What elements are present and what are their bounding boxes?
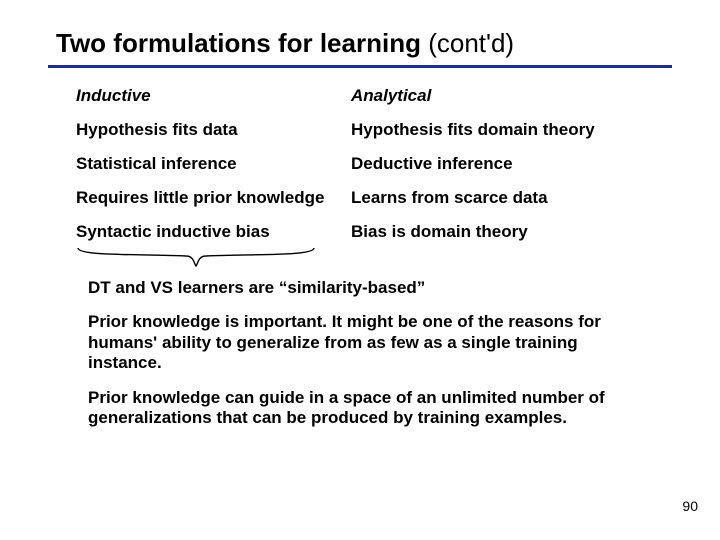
title-underline — [48, 65, 672, 68]
slide-title: Two formulations for learning (cont'd) — [56, 28, 672, 59]
note-line: DT and VS learners are “similarity-based… — [88, 278, 612, 298]
table-cell: Hypothesis fits domain theory — [351, 120, 651, 140]
slide: Two formulations for learning (cont'd) I… — [0, 0, 720, 540]
title-main: Two formulations for learning — [56, 28, 421, 58]
title-contd: (cont'd) — [428, 28, 514, 58]
table-cell: Hypothesis fits data — [76, 120, 341, 140]
table-cell: Deductive inference — [351, 154, 651, 174]
note-line: Prior knowledge is important. It might b… — [88, 312, 612, 373]
table-cell: Requires little prior knowledge — [76, 188, 341, 208]
table-cell: Syntactic inductive bias — [76, 222, 341, 242]
curly-brace-icon — [76, 246, 316, 268]
notes-block: DT and VS learners are “similarity-based… — [88, 278, 612, 428]
col-header-right: Analytical — [351, 86, 651, 106]
comparison-table: Inductive Analytical Hypothesis fits dat… — [76, 86, 662, 242]
col-header-left: Inductive — [76, 86, 341, 106]
note-line: Prior knowledge can guide in a space of … — [88, 388, 612, 429]
table-cell: Learns from scarce data — [351, 188, 651, 208]
table-cell: Statistical inference — [76, 154, 341, 174]
table-cell: Bias is domain theory — [351, 222, 651, 242]
page-number: 90 — [682, 498, 698, 514]
